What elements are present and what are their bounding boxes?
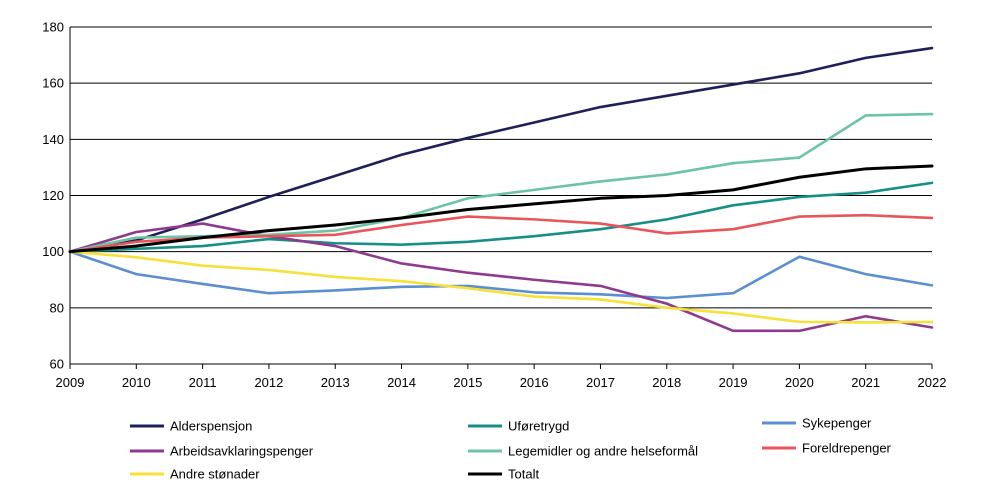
series-line-legemidler-og-andre-helseform-l xyxy=(68,112,934,253)
y-tick-label-80: 80 xyxy=(50,300,64,315)
x-tick-label-2021: 2021 xyxy=(851,375,880,390)
x-tick-label-2020: 2020 xyxy=(785,375,814,390)
y-tick-label-60: 60 xyxy=(50,357,64,372)
series-line-sykepenger xyxy=(68,250,934,300)
series-line-totalt xyxy=(68,164,934,254)
y-axis-ticks: 60 80 100 120 140 160 180 xyxy=(42,20,64,372)
x-tick-label-2009: 2009 xyxy=(56,375,85,390)
series-line-uf-retrygd xyxy=(68,181,934,253)
legend-label-totalt: Totalt xyxy=(508,467,539,482)
x-tick-label-2019: 2019 xyxy=(719,375,748,390)
x-tick-label-2015: 2015 xyxy=(453,375,482,390)
gridlines xyxy=(70,26,932,309)
y-tick-label-100: 100 xyxy=(42,244,64,259)
series-line-andre-st-nader xyxy=(68,250,934,324)
y-tick-label-180: 180 xyxy=(42,20,64,35)
series-line-arbeidsavklaringspenger xyxy=(68,222,934,333)
y-tick-label-140: 140 xyxy=(42,132,64,147)
x-tick-label-2013: 2013 xyxy=(321,375,350,390)
legend-label-arbeidsavklaringspenger: Arbeidsavklaringspenger xyxy=(170,444,314,459)
x-tick-label-2010: 2010 xyxy=(122,375,151,390)
x-tick-label-2014: 2014 xyxy=(387,375,416,390)
x-tick-label-2012: 2012 xyxy=(254,375,283,390)
x-tick-label-2016: 2016 xyxy=(520,375,549,390)
legend-label-alderspensjon: Alderspensjon xyxy=(170,419,252,434)
x-tick-label-2017: 2017 xyxy=(586,375,615,390)
legend-label-sykepenger: Sykepenger xyxy=(802,416,872,431)
legend: Alderspensjon Uføretrygd Sykepenger Arbeids… xyxy=(130,416,892,482)
x-tick-label-2011: 2011 xyxy=(189,375,217,390)
legend-label-uf-retrygd: Uføretrygd xyxy=(508,419,569,434)
legend-label-legemidler-og-andre-helseform-l: Legemidler og andre helseformål xyxy=(508,444,698,459)
x-tick-label-2018: 2018 xyxy=(652,375,681,390)
legend-label-andre-st-nader: Andre stønader xyxy=(170,467,260,482)
y-tick-label-120: 120 xyxy=(42,188,64,203)
x-tick-label-2022: 2022 xyxy=(918,375,947,390)
x-axis-ticks: 2009 2010 2011 2012 2013 2014 2015 2016 2017 2018… xyxy=(56,364,947,390)
legend-label-foreldrepenger: Foreldrepenger xyxy=(802,441,892,456)
series-lines xyxy=(68,46,934,333)
series-line-alderspensjon xyxy=(68,46,934,253)
axes xyxy=(69,27,932,365)
y-tick-label-160: 160 xyxy=(42,76,64,91)
